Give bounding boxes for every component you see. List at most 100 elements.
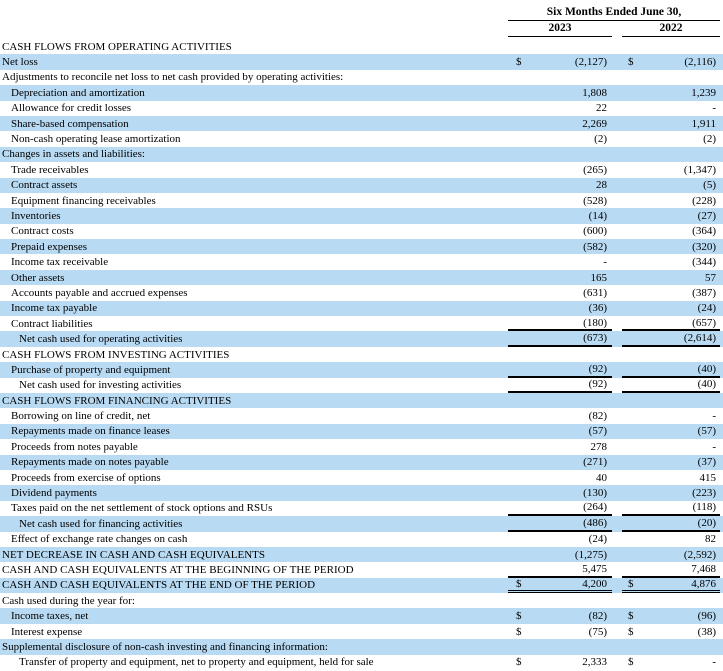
table-row: Proceeds from notes payable 278 -	[0, 439, 723, 454]
amount-2022: 1,239	[691, 86, 716, 99]
amount-2022: (24)	[697, 302, 716, 315]
amount-2023: 1,808	[582, 86, 607, 99]
table-row: CASH AND CASH EQUIVALENTS AT THE BEGINNI…	[0, 562, 723, 578]
dollar-sign: $	[516, 56, 522, 69]
row-label: Contract liabilities	[11, 317, 93, 330]
value-cell-2022	[622, 147, 720, 162]
value-cell-2023: (673)	[508, 331, 612, 347]
value-cell-2022: 7,468	[622, 562, 720, 578]
dollar-sign: $	[628, 56, 634, 69]
amount-2022: (344)	[692, 256, 716, 269]
value-cell-2023: (631)	[508, 285, 612, 300]
value-cell-2022: (657)	[622, 316, 720, 332]
amount-2022: (364)	[692, 225, 716, 238]
amount-2022: (320)	[692, 240, 716, 253]
row-label: CASH AND CASH EQUIVALENTS AT THE END OF …	[2, 579, 316, 592]
row-label: NET DECREASE IN CASH AND CASH EQUIVALENT…	[2, 548, 265, 561]
row-label: Borrowing on line of credit, net	[11, 410, 151, 423]
table-row: CASH FLOWS FROM INVESTING ACTIVITIES	[0, 347, 723, 362]
row-label: Accounts payable and accrued expenses	[11, 286, 188, 299]
value-cell-2023: $ (82)	[508, 608, 612, 623]
amount-2022: (657)	[692, 316, 716, 329]
dollar-sign: $	[516, 610, 522, 623]
amount-2022: (37)	[697, 456, 716, 469]
amount-2022: 7,468	[691, 562, 716, 575]
value-cell-2022: (2,614)	[622, 331, 720, 347]
value-cell-2023	[508, 70, 612, 85]
row-label: Repayments made on finance leases	[11, 425, 170, 438]
value-cell-2022: (24)	[622, 301, 720, 316]
table-row: Share-based compensation 2,269 1,911	[0, 115, 723, 132]
value-cell-2023: $ (75)	[508, 624, 612, 639]
amount-2022: (2,592)	[683, 548, 716, 561]
row-label: Other assets	[11, 271, 65, 284]
amount-2022: (27)	[697, 209, 716, 222]
table-row: Prepaid expenses (582) (320)	[0, 239, 723, 255]
table-row: Contract costs (600) (364)	[0, 224, 723, 239]
row-label: Net cash used for investing activities	[19, 379, 182, 392]
value-cell-2022: $ -	[622, 655, 720, 670]
value-cell-2023: 22	[508, 101, 612, 116]
table-row: Depreciation and amortization 1,808 1,23…	[0, 85, 723, 101]
amount-2023: 4,200	[582, 577, 607, 590]
value-cell-2022: (27)	[622, 208, 720, 223]
row-label: Income tax receivable	[11, 256, 109, 269]
table-row: Non-cash operating lease amortization (2…	[0, 131, 723, 146]
value-cell-2023: (1,275)	[508, 547, 612, 562]
table-row: Other assets 165 57	[0, 269, 723, 286]
value-cell-2022: $ (2,116)	[622, 54, 720, 69]
amount-2023: 165	[590, 271, 608, 284]
dollar-sign: $	[516, 577, 522, 590]
value-cell-2023: 5,475	[508, 562, 612, 578]
amount-2022: (5)	[703, 179, 716, 192]
table-row: Income tax payable (36) (24)	[0, 300, 723, 317]
table-row: Contract assets 28 (5)	[0, 177, 723, 193]
amount-2023: (92)	[588, 378, 607, 391]
value-cell-2022: (20)	[622, 516, 720, 532]
value-cell-2022: (5)	[622, 178, 720, 193]
table-row: Net cash used for investing activities (…	[0, 378, 723, 393]
value-cell-2023: $ (2,127)	[508, 54, 612, 69]
amount-2022: (223)	[692, 487, 716, 500]
table-row: Transfer of property and equipment, net …	[0, 655, 723, 670]
row-label: Non-cash operating lease amortization	[11, 133, 181, 146]
table-row: Purchase of property and equipment (92) …	[0, 362, 723, 378]
amount-2022: (228)	[692, 194, 716, 207]
table-row: Taxes paid on the net settlement of stoc…	[0, 501, 723, 517]
value-cell-2022: (2)	[622, 131, 720, 146]
amount-2022: 82	[705, 533, 716, 546]
row-label: Depreciation and amortization	[11, 86, 145, 99]
value-cell-2023: (2)	[508, 131, 612, 146]
row-label: Repayments made on notes payable	[11, 456, 169, 469]
row-label: Equipment financing receivables	[11, 194, 156, 207]
amount-2022: (2,116)	[684, 56, 716, 69]
row-label: Supplemental disclosure of non-cash inve…	[2, 640, 328, 653]
row-label: Purchase of property and equipment	[11, 363, 171, 376]
amount-2022: (118)	[692, 501, 716, 514]
amount-2023: 40	[596, 471, 607, 484]
table-row: Effect of exchange rate changes on cash …	[0, 532, 723, 547]
amount-2022: 1,911	[691, 117, 716, 130]
table-row: Income tax receivable - (344)	[0, 254, 723, 269]
value-cell-2023	[508, 347, 612, 362]
row-label: Trade receivables	[11, 163, 89, 176]
amount-2023: (1,275)	[574, 548, 607, 561]
row-label: Income taxes, net	[11, 610, 89, 623]
value-cell-2023: (582)	[508, 239, 612, 254]
value-cell-2022: 57	[622, 270, 720, 285]
table-row: Repayments made on finance leases (57) (…	[0, 423, 723, 440]
amount-2023: (265)	[583, 163, 607, 176]
value-cell-2023: (14)	[508, 208, 612, 223]
row-label: Adjustments to reconcile net loss to net…	[2, 71, 344, 84]
value-cell-2023: (271)	[508, 455, 612, 470]
row-label: CASH FLOWS FROM INVESTING ACTIVITIES	[2, 348, 230, 361]
value-cell-2022: (57)	[622, 424, 720, 439]
amount-2022: (2,614)	[683, 332, 716, 345]
amount-2023: (673)	[583, 332, 607, 345]
amount-2023: (24)	[588, 533, 607, 546]
year-header-row: 2023 2022	[0, 21, 723, 37]
value-cell-2022: (1,347)	[622, 162, 720, 177]
row-label: CASH FLOWS FROM FINANCING ACTIVITIES	[2, 394, 232, 407]
amount-2022: (20)	[697, 516, 716, 529]
value-cell-2023	[508, 393, 612, 408]
